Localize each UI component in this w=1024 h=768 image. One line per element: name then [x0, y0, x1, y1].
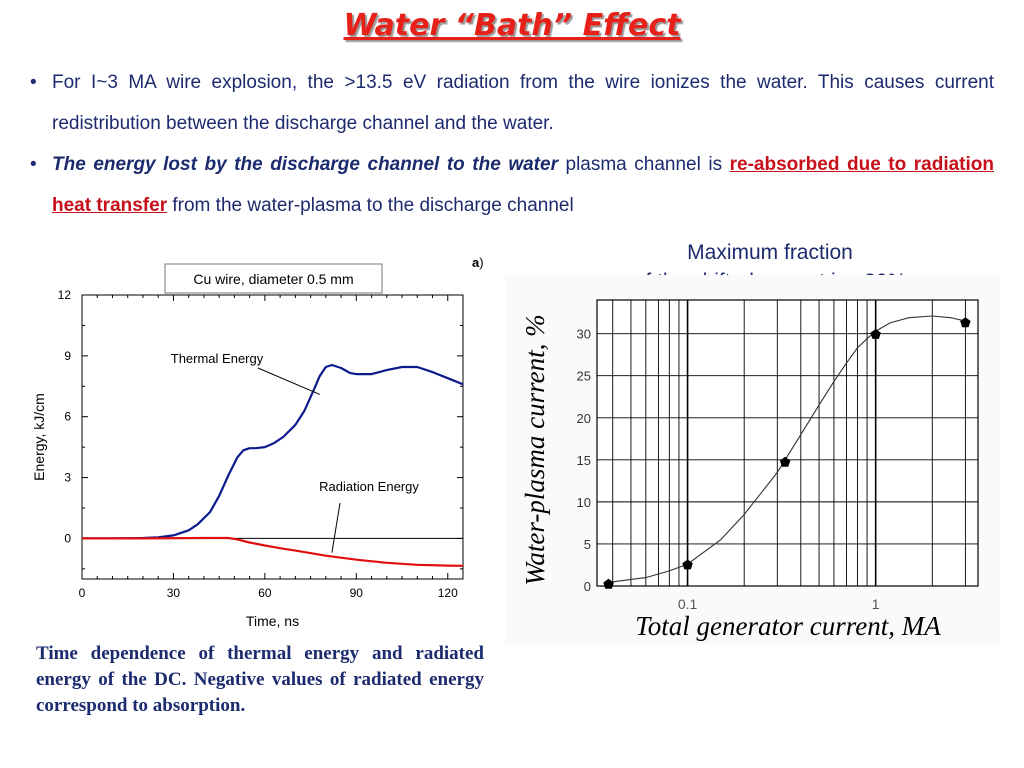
y-tick-label: 12: [58, 288, 72, 302]
x-tick-label: 90: [350, 586, 364, 600]
y-tick-label: 20: [577, 411, 591, 426]
bullet-text: plasma channel is: [557, 154, 730, 175]
series-label-radiation: Radiation Energy: [319, 479, 419, 494]
y-tick-label: 15: [577, 453, 591, 468]
y-tick-label: 30: [577, 327, 591, 342]
bullet-dot: •: [30, 72, 37, 93]
radiation-energy-line: [82, 536, 464, 567]
bullet-list: • For I~3 MA wire explosion, the >13.5 e…: [28, 62, 994, 226]
x-tick-label: 60: [258, 586, 272, 600]
box-label: Cu wire, diameter 0.5 mm: [193, 271, 353, 287]
x-tick-label: 120: [438, 586, 458, 600]
y-tick-label: 0: [64, 531, 71, 545]
data-point: [603, 578, 614, 589]
panel-label: a): [472, 255, 484, 270]
data-point: [779, 456, 791, 467]
bullet-emphasis: The energy lost by the discharge channel…: [52, 154, 558, 175]
series-label-thermal: Thermal Energy: [171, 351, 264, 366]
x-tick-label: 0: [79, 586, 86, 600]
panel-letter: a: [472, 255, 480, 270]
x-tick-label: 1: [872, 596, 880, 612]
bullet-dot: •: [30, 154, 37, 175]
plot-frame: [596, 299, 979, 587]
data-point: [960, 317, 971, 328]
x-tick-label: 0.1: [678, 596, 698, 612]
annotation-line-1: Maximum fraction: [687, 241, 853, 264]
x-tick-label: 30: [167, 586, 181, 600]
bullet-highlight: re-absorbed due to radiation heat transf…: [52, 154, 994, 216]
page-title: Water “Bath” Effect: [343, 8, 681, 43]
y-tick-label: 25: [577, 369, 591, 384]
y-tick-label: 9: [64, 349, 71, 363]
y-tick-label: 5: [584, 537, 591, 552]
bullet-text: For I~3 MA wire explosion, the >13.5 eV …: [52, 72, 994, 134]
leader-line-thermal: [257, 367, 320, 395]
leader-line-radiation: [331, 502, 341, 553]
panel-paren: ): [479, 255, 483, 270]
y-tick-label: 10: [577, 495, 591, 510]
y-axis-title: Water-plasma current, %: [520, 314, 550, 585]
bullet-item: • The energy lost by the discharge chann…: [28, 144, 994, 226]
data-point: [682, 559, 693, 570]
x-axis-title: Time, ns: [246, 613, 299, 629]
box-label-frame: [164, 263, 383, 294]
figure-caption: Time dependence of thermal energy and ra…: [36, 643, 484, 716]
y-tick-label: 6: [64, 410, 71, 424]
y-axis-title: Energy, kJ/cm: [31, 393, 47, 481]
x-axis-title: Total generator current, MA: [635, 611, 941, 641]
y-tick-label: 0: [584, 579, 591, 594]
thermal-energy-line: [82, 363, 464, 540]
bullet-text: from the water-plasma to the discharge c…: [167, 195, 574, 216]
bullet-item: • For I~3 MA wire explosion, the >13.5 e…: [28, 62, 994, 144]
plot-frame: [81, 294, 464, 580]
plot-area: [597, 300, 978, 586]
data-point: [870, 329, 881, 339]
energy-time-chart: 0 30 60 90 120 0 3 6 9 12 Time, ns Energy, kJ/cm The…: [31, 255, 484, 629]
y-tick-label: 3: [64, 471, 71, 485]
